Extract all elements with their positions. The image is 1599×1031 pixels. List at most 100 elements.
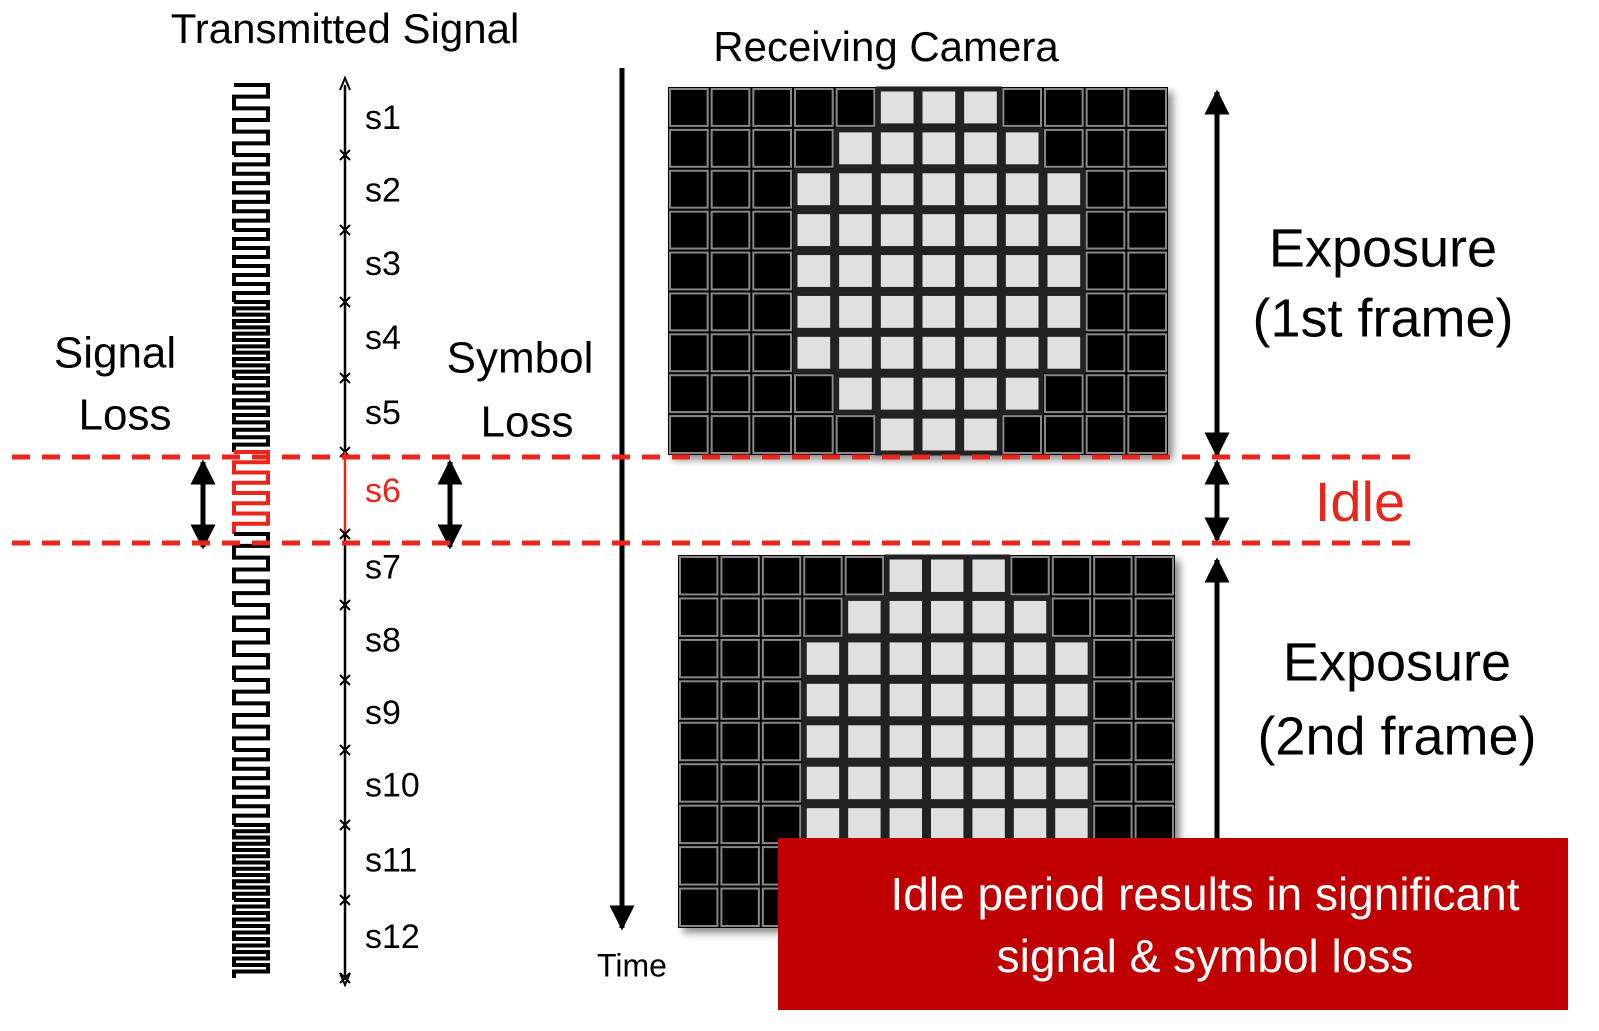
pixel [837, 171, 875, 208]
pixel [1087, 171, 1125, 208]
pixel [887, 806, 924, 843]
pixel [1011, 723, 1048, 760]
pixel [753, 293, 791, 330]
pixel [1053, 598, 1090, 635]
pixel [887, 681, 924, 718]
pixel [1053, 557, 1090, 594]
symbol-label: s4 [365, 319, 401, 357]
pixel [878, 130, 916, 167]
waveform [234, 302, 268, 378]
pixel [712, 334, 750, 371]
callout-text: signal & symbol loss [997, 930, 1414, 982]
waveform [234, 452, 268, 534]
pixel [763, 557, 800, 594]
pixel [680, 681, 717, 718]
pixel [1045, 375, 1083, 412]
pixel [1003, 212, 1041, 249]
exposure-label: (2nd frame) [1257, 706, 1536, 766]
pixel [1094, 557, 1131, 594]
waveform [234, 378, 268, 452]
exposure-label: Exposure [1283, 632, 1511, 692]
pixel [763, 598, 800, 635]
pixel [712, 416, 750, 453]
pixel [1128, 253, 1166, 290]
camera-frame [668, 87, 1168, 455]
pixel [920, 334, 958, 371]
pixel [1136, 806, 1173, 843]
pixel [1045, 416, 1083, 453]
pixel [962, 130, 1000, 167]
pixel [887, 764, 924, 801]
pixel [1011, 764, 1048, 801]
pixel [878, 293, 916, 330]
waveform [234, 680, 268, 750]
pixel [1128, 212, 1166, 249]
pixel [753, 212, 791, 249]
pixel [680, 723, 717, 760]
pixel [680, 764, 717, 801]
pixel [887, 598, 924, 635]
waveform [234, 605, 268, 680]
pixel [804, 764, 841, 801]
pixel [670, 293, 708, 330]
pixel [846, 764, 883, 801]
pixel [846, 598, 883, 635]
waveform [234, 825, 268, 900]
pixel [753, 171, 791, 208]
pixel [962, 212, 1000, 249]
pixel [670, 253, 708, 290]
pixel [878, 253, 916, 290]
pixel [1053, 723, 1090, 760]
pixel [1136, 764, 1173, 801]
pixel [680, 847, 717, 884]
pixel [837, 375, 875, 412]
pixel [878, 334, 916, 371]
pixel [970, 598, 1007, 635]
pixel [920, 375, 958, 412]
pixel [837, 293, 875, 330]
pixel [878, 89, 916, 126]
waveform [234, 85, 268, 155]
pixel [1087, 253, 1125, 290]
pixel [962, 416, 1000, 453]
pixel [837, 212, 875, 249]
pixel [712, 171, 750, 208]
pixel [804, 681, 841, 718]
pixel [1087, 375, 1125, 412]
pixel [878, 212, 916, 249]
pixel [795, 293, 833, 330]
pixel [795, 334, 833, 371]
pixel [1094, 806, 1131, 843]
symbol-label: s10 [365, 766, 420, 804]
pixel [1045, 171, 1083, 208]
pixel [1003, 171, 1041, 208]
pixel [712, 212, 750, 249]
pixel [929, 640, 966, 677]
pixel [1087, 89, 1125, 126]
pixel [1094, 598, 1131, 635]
pixel [929, 764, 966, 801]
pixel [962, 293, 1000, 330]
pixel [1003, 130, 1041, 167]
pixel [795, 212, 833, 249]
symbol-label: s6 [365, 472, 401, 510]
pixel [804, 640, 841, 677]
symbol-label: s3 [365, 245, 401, 283]
pixel [1045, 334, 1083, 371]
idle-label: Idle [1315, 470, 1405, 533]
pixel [795, 375, 833, 412]
pixel [962, 253, 1000, 290]
pixel [721, 557, 758, 594]
pixel [1003, 375, 1041, 412]
waveform [234, 230, 268, 302]
pixel [929, 681, 966, 718]
signal-loss: Loss [79, 391, 172, 440]
pixel [1087, 416, 1125, 453]
pixel [1053, 640, 1090, 677]
pixel [1094, 681, 1131, 718]
symbol-label: s11 [365, 841, 417, 879]
diagram: Transmitted Signal Receiving Camera Sign… [0, 0, 1599, 1031]
pixel [753, 253, 791, 290]
symbol-label: s2 [365, 171, 401, 209]
symbol-label: s9 [365, 694, 401, 732]
